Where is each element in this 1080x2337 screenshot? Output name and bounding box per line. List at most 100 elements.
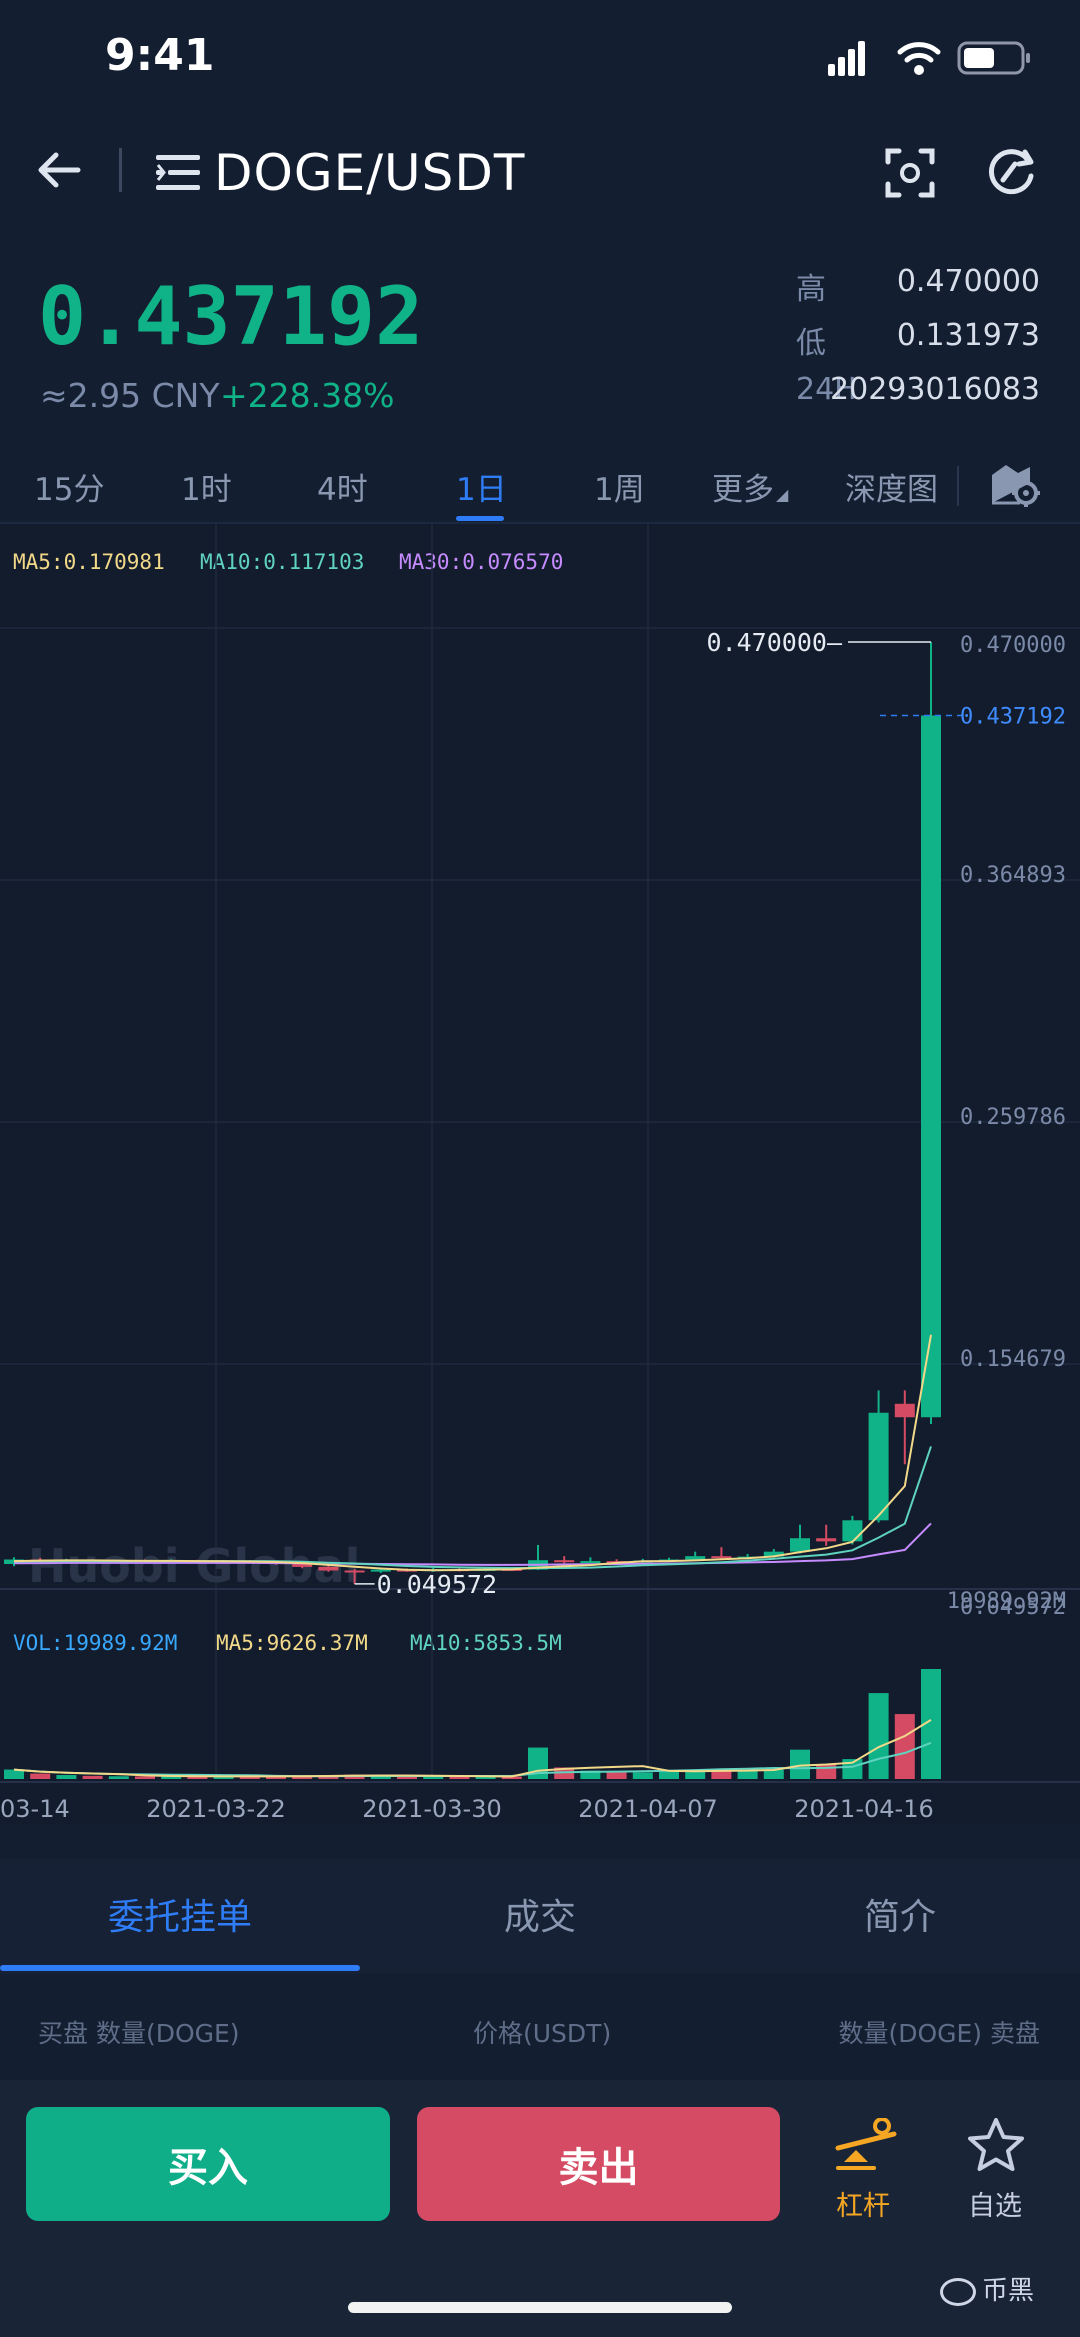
volume-bar (868, 1693, 889, 1779)
ma30-line (13, 1522, 932, 1566)
screenshot-icon[interactable] (885, 148, 935, 198)
candle-body (344, 1570, 365, 1573)
ob-ask-header: 数量(DOGE) 卖盘 (838, 2019, 1040, 2048)
volume-bar (763, 1769, 784, 1779)
tab-depth[interactable]: 深度图 (845, 472, 938, 508)
leverage-icon[interactable] (834, 2118, 898, 2174)
y-tick-label: 0.049572 (960, 1595, 1066, 1620)
volume-bar (449, 1776, 470, 1779)
volume-bar (423, 1776, 444, 1779)
volume-bar (685, 1769, 706, 1779)
candle-body (763, 1551, 784, 1557)
vol-ma5-legend: MA5:9626.37M (216, 1631, 368, 1655)
cny-price: ≈2.95 CNY (40, 376, 220, 415)
tab-1w[interactable]: 1周 (594, 472, 645, 508)
volume-bar (580, 1770, 601, 1779)
candle-body (842, 1520, 863, 1542)
x-tick-label: 2021-03-30 (362, 1795, 501, 1823)
watermark-text: 币黑 (982, 2276, 1035, 2306)
ma5-legend: MA5:0.170981 (13, 550, 165, 574)
favorite-label[interactable]: 自选 (968, 2191, 1022, 2222)
tab-more[interactable]: 更多 ◢ (712, 464, 788, 509)
volume-bar (4, 1769, 24, 1779)
candle-body (292, 1563, 313, 1567)
pair-menu-icon[interactable] (156, 153, 202, 193)
chart-canvas: Huobi Global0.4700000.3648930.2597860.15… (0, 524, 1080, 1823)
sell-button[interactable]: 卖出 (417, 2107, 780, 2221)
volume-bar (816, 1764, 837, 1779)
candle-body (921, 715, 941, 1418)
tab-trades[interactable]: 成交 (503, 1897, 576, 1938)
ob-price-header: 价格(USDT) (473, 2019, 612, 2048)
timeframe-tabs: 15分 1时 4时 1日 1周 更多 ◢ 深度图 (0, 452, 1080, 524)
volume-bar (632, 1772, 653, 1779)
footer-watermark: 币黑 (940, 2270, 1034, 2307)
y-tick-label: 0.470000 (960, 633, 1066, 658)
x-tick-label: 2021-04-07 (578, 1795, 717, 1823)
low-value: 0.131973 (896, 318, 1040, 353)
volume-bar (659, 1771, 679, 1779)
ma10-legend: MA10:0.117103 (200, 550, 365, 574)
volume-bar (213, 1776, 234, 1779)
volume-bar (135, 1776, 155, 1779)
candle-body (4, 1559, 24, 1564)
volume-bar (711, 1768, 732, 1779)
signal-icon (828, 41, 865, 76)
refresh-icon[interactable] (985, 146, 1037, 198)
status-time: 9:41 (105, 30, 215, 81)
candle-body (790, 1538, 810, 1552)
back-arrow-icon[interactable] (34, 145, 84, 195)
volume-bar (790, 1749, 810, 1779)
volume-bar (894, 1714, 915, 1779)
wifi-icon (897, 42, 941, 75)
vol-legend: VOL:19989.92M (13, 1631, 178, 1655)
volume-bar (266, 1776, 286, 1779)
last-price: 0.437192 (38, 270, 424, 363)
tab-more-label: 更多 (712, 472, 774, 508)
active-tab-indicator (456, 516, 504, 521)
header-divider (119, 148, 122, 192)
volume-bar (108, 1776, 129, 1779)
leverage-label[interactable]: 杠杆 (836, 2191, 890, 2222)
tab-orders[interactable]: 委托挂单 (107, 1897, 252, 1938)
max-price-label: 0.470000— (707, 628, 843, 657)
star-icon[interactable] (966, 2116, 1026, 2176)
y-tick-label: 0.259786 (960, 1105, 1066, 1130)
volume-bar (292, 1775, 313, 1779)
vol-ma5-line (13, 1719, 932, 1778)
volume-bar (921, 1669, 941, 1779)
tab-intro[interactable]: 简介 (863, 1897, 936, 1938)
volume-bar (737, 1770, 758, 1779)
chevron-down-icon: ◢ (776, 485, 789, 504)
kline-chart[interactable]: MA5:0.170981 MA10:0.117103 MA30:0.076570… (0, 524, 1080, 1824)
volume-bar (30, 1773, 51, 1779)
x-tick-label: 2021-03-22 (146, 1795, 285, 1823)
ob-bid-header: 买盘 数量(DOGE) (38, 2019, 240, 2048)
min-price-label: 0.049572 (377, 1570, 497, 1599)
tab-15m[interactable]: 15分 (34, 472, 105, 508)
bottom-tab-indicator (0, 1965, 360, 1971)
tab-4h[interactable]: 4时 (317, 472, 368, 508)
pair-title[interactable]: DOGE/USDT (214, 144, 526, 202)
volume-bar (606, 1772, 627, 1779)
candle-body (318, 1566, 339, 1571)
tab-1h[interactable]: 1时 (181, 472, 232, 508)
vol-max-label: 19989.92M (947, 1589, 1066, 1614)
volume-bar (187, 1776, 208, 1779)
candle-body (370, 1569, 391, 1572)
candle-body (816, 1538, 837, 1542)
low-label: 低 (796, 326, 826, 361)
candle-body (868, 1412, 889, 1521)
orderbook-header: 买盘 数量(DOGE) 价格(USDT) 数量(DOGE) 卖盘 (0, 1974, 1080, 2080)
buy-button[interactable]: 买入 (26, 2107, 390, 2221)
chart-settings-icon[interactable] (990, 459, 1040, 507)
tab-1d[interactable]: 1日 (456, 472, 507, 508)
ma30-legend: MA30:0.076570 (399, 550, 564, 574)
change-percent: +228.38% (220, 376, 395, 415)
bottom-tabs: 委托挂单 成交 简介 (0, 1858, 1080, 1974)
status-icons (828, 41, 1030, 76)
candle-body (711, 1556, 732, 1559)
high-value: 0.470000 (896, 264, 1040, 299)
wechat-icon (940, 2277, 976, 2306)
vol24-label: 24H (796, 372, 857, 407)
